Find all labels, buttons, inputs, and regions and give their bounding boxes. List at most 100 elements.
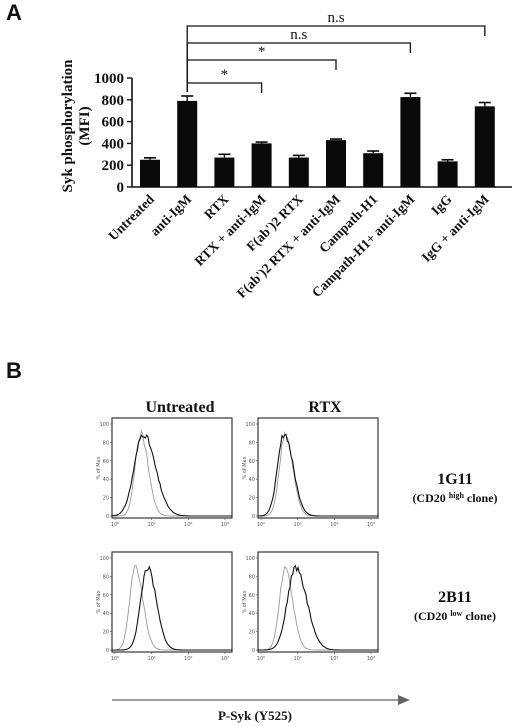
column-label-untreated: Untreated xyxy=(145,399,214,416)
histogram-y-tick: 60 xyxy=(103,593,109,599)
bar xyxy=(400,97,421,187)
histogram-frame xyxy=(257,417,379,519)
histogram-y-label: % of Max xyxy=(242,456,248,479)
histogram-psyk-curve xyxy=(257,433,378,517)
histogram-x-tick: 10³ xyxy=(367,656,375,662)
bar xyxy=(214,157,235,187)
histogram-x-tick: 10² xyxy=(330,522,338,528)
histogram-frame xyxy=(257,551,379,653)
y-tick-label: 0 xyxy=(117,180,125,196)
histogram-y-tick: 60 xyxy=(103,459,109,465)
bar-chart: 0 200 400 600 800 1000 Syk phosphorylation (MF… xyxy=(60,10,512,301)
histogram-y-tick: 60 xyxy=(249,593,255,599)
bar xyxy=(251,143,272,187)
y-tick-label: 1000 xyxy=(94,71,124,87)
histogram-panel: 100 80 60 40 20 0 % of Max 10⁰ 10¹ 10² 10³ xyxy=(242,417,379,528)
bar xyxy=(288,157,309,187)
category-label: RTX xyxy=(201,191,232,222)
histogram-y-tick: 100 xyxy=(245,422,255,428)
x-axis-label-psyk: P-Syk (Y525) xyxy=(218,708,292,723)
histogram-y-label: % of Max xyxy=(242,590,248,613)
histogram-y-tick: 0 xyxy=(252,514,255,520)
panel-b-letter: B xyxy=(6,358,22,383)
bar xyxy=(140,159,160,187)
histogram-y-label: % of Max xyxy=(96,590,102,613)
histogram-y-tick: 0 xyxy=(252,648,255,654)
histogram-x-tick: 10³ xyxy=(221,656,229,662)
significance-label: * xyxy=(258,44,266,60)
histogram-psyk-curve xyxy=(258,564,378,651)
y-tick-label: 800 xyxy=(102,93,125,109)
histogram-y-tick: 60 xyxy=(249,459,255,465)
significance-brackets: * * n.s n.s xyxy=(186,10,486,93)
histogram-x-tick: 10³ xyxy=(367,522,375,528)
significance-label: * xyxy=(221,67,229,83)
histogram-x-tick: 10² xyxy=(330,656,338,662)
histogram-x-tick: 10¹ xyxy=(147,656,155,662)
histogram-y-tick: 40 xyxy=(103,611,109,617)
y-axis-label-line: Syk phosphorylation xyxy=(60,59,76,193)
histogram-y-tick: 80 xyxy=(249,574,255,580)
significance-bracket: n.s xyxy=(186,10,486,92)
y-axis-label-line: (MFI) xyxy=(77,106,93,145)
histogram-y-label: % of Max xyxy=(96,456,102,479)
histogram-y-tick: 0 xyxy=(106,514,109,520)
histogram-y-tick: 100 xyxy=(99,422,109,428)
bar xyxy=(437,161,458,187)
bar xyxy=(474,106,495,187)
histogram-x-tick: 10¹ xyxy=(293,656,301,662)
histogram-frame xyxy=(111,551,233,653)
histogram-y-tick: 80 xyxy=(103,440,109,446)
y-axis-label: Syk phosphorylation (MFI) xyxy=(60,59,93,193)
y-tick-label: 200 xyxy=(102,158,125,174)
histogram-y-tick: 80 xyxy=(249,440,255,446)
bar xyxy=(177,100,198,187)
significance-bracket: * xyxy=(186,67,263,93)
histogram-y-tick: 20 xyxy=(103,630,109,636)
category-label: IgG xyxy=(428,191,455,218)
row-label-1g11: 1G11 xyxy=(437,471,473,488)
row-label-2b11: 2B11 xyxy=(438,589,472,606)
y-tick-label: 600 xyxy=(102,115,125,131)
histogram-psyk-curve xyxy=(111,434,232,517)
histogram-panel: 100 80 60 40 20 0 % of Max 10⁰ 10¹ 10² 10³ xyxy=(242,551,379,662)
bar xyxy=(363,153,384,187)
histogram-y-tick: 80 xyxy=(103,574,109,580)
histogram-x-tick: 10² xyxy=(184,656,192,662)
significance-label: n.s xyxy=(327,10,344,26)
category-label: Untreated xyxy=(105,191,157,243)
bar xyxy=(326,140,346,187)
category-label: anti-IgM xyxy=(147,191,194,238)
histogram-x-tick: 10² xyxy=(184,522,192,528)
row-sublabel-1g11: (CD20 high clone) xyxy=(412,491,497,506)
significance-label: n.s xyxy=(290,27,307,43)
histogram-y-tick: 20 xyxy=(249,630,255,636)
histogram-panel: 100 80 60 40 20 0 % of Max 10⁰ 10¹ 10² 10³ xyxy=(96,551,233,662)
histogram-y-tick: 100 xyxy=(245,556,255,562)
histogram-x-tick: 10⁰ xyxy=(257,522,265,528)
histogram-psyk-curve xyxy=(112,565,232,651)
histogram-x-tick: 10⁰ xyxy=(111,656,119,662)
x-arrow-head xyxy=(398,695,410,705)
histogram-y-tick: 40 xyxy=(103,477,109,483)
column-label-rtx: RTX xyxy=(308,399,342,416)
histogram-y-tick: 0 xyxy=(106,648,109,654)
histogram-panels: 100 80 60 40 20 0 % of Max 10⁰ 10¹ 10² 10³ 100 80 60 4… xyxy=(96,417,379,662)
histogram-y-tick: 40 xyxy=(249,611,255,617)
row-sublabel-2b11: (CD20 low clone) xyxy=(414,609,496,624)
histogram-y-tick: 100 xyxy=(99,556,109,562)
histogram-x-tick: 10⁰ xyxy=(111,522,119,528)
histogram-x-tick: 10⁰ xyxy=(257,656,265,662)
y-tick-label: 400 xyxy=(102,136,125,152)
histogram-y-tick: 20 xyxy=(103,496,109,502)
bars xyxy=(140,97,495,187)
histogram-y-tick: 20 xyxy=(249,496,255,502)
histogram-x-tick: 10¹ xyxy=(147,522,155,528)
histogram-x-tick: 10³ xyxy=(221,522,229,528)
category-label: IgG + anti-IgM xyxy=(419,191,493,265)
histogram-x-tick: 10¹ xyxy=(293,522,301,528)
flow-histograms: Untreated RTX 1G11 (CD20 high clone) 2B1… xyxy=(96,399,498,723)
error-bars xyxy=(144,92,491,162)
